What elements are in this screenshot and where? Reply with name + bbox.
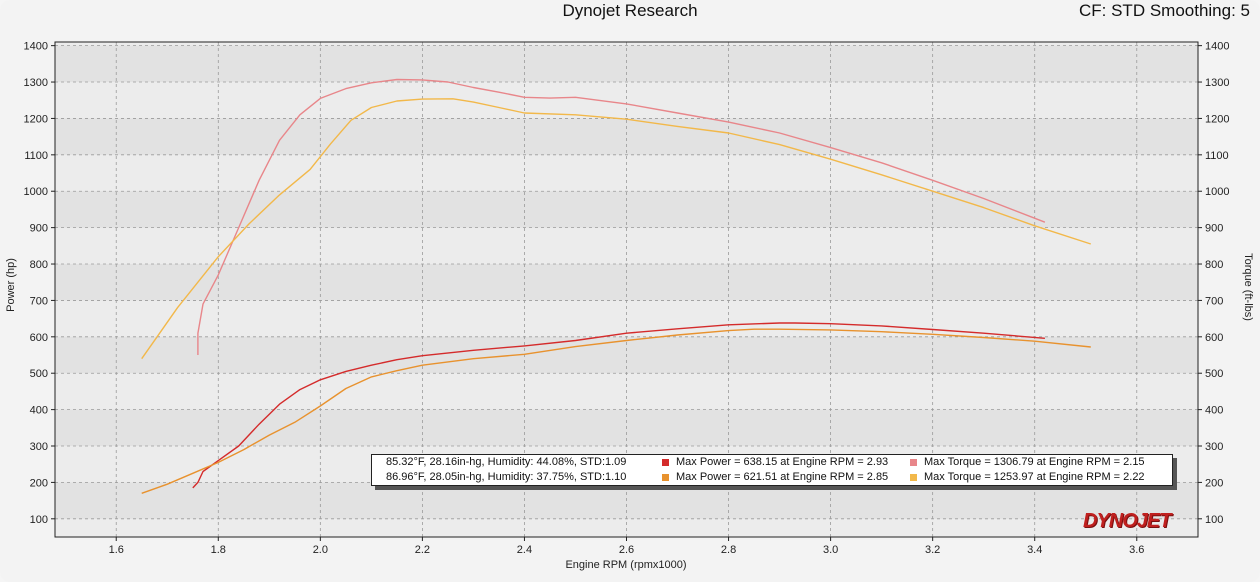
series-line-run2_power (141, 328, 1091, 494)
legend-max-torque-run1: Max Torque = 1306.79 at Engine RPM = 2.1… (910, 455, 1145, 470)
legend-max-torque-text-run2: Max Torque = 1253.97 at Engine RPM = 2.2… (924, 471, 1145, 483)
x-tick-label: 1.8 (211, 544, 226, 556)
legend-conditions-run1: 85.32°F, 28.16in-hg, Humidity: 44.08%, S… (386, 456, 627, 468)
y-tick-label-left: 1300 (24, 77, 48, 89)
y-tick-label-right: 1200 (1205, 113, 1229, 125)
y-tick-label-right: 1400 (1205, 41, 1229, 53)
y-tick-label-right: 400 (1205, 405, 1223, 417)
legend-swatch-torque-run1 (910, 459, 917, 466)
chart-title: Dynojet Research (562, 1, 698, 20)
y-axis-title-left: Power (hp) (5, 258, 17, 312)
legend-max-power-text-run1: Max Power = 638.15 at Engine RPM = 2.93 (676, 456, 889, 468)
y-tick-label-left: 900 (30, 223, 48, 235)
legend-swatch-torque-run2 (910, 474, 917, 481)
x-axis-title: Engine RPM (rpmx1000) (565, 559, 686, 571)
series-line-run2_torque (141, 98, 1092, 360)
x-tick-label: 1.6 (109, 544, 124, 556)
axes: 1.6 1.8 2.0 2.2 2.4 2.6 2.8 3.0 3.2 3.4 3.6 100 100 2… (24, 41, 1230, 556)
y-tick-label-left: 200 (30, 477, 48, 489)
y-tick-label-left: 800 (30, 259, 48, 271)
y-tick-label-right: 900 (1205, 223, 1223, 235)
y-tick-label-left: 500 (30, 368, 48, 380)
legend-swatch-power-run1 (662, 459, 669, 466)
correction-smoothing-label: CF: STD Smoothing: 5 (1078, 1, 1250, 20)
y-tick-label-right: 100 (1205, 514, 1223, 526)
chart-legend: 85.32°F, 28.16in-hg, Humidity: 44.08%, S… (371, 454, 1173, 486)
x-tick-label: 2.8 (721, 544, 736, 556)
legend-conditions-run2: 86.96°F, 28.05in-hg, Humidity: 37.75%, S… (386, 471, 627, 483)
y-tick-label-right: 600 (1205, 332, 1223, 344)
x-tick-label: 3.6 (1129, 544, 1144, 556)
y-tick-label-left: 1100 (24, 150, 48, 162)
y-tick-label-right: 300 (1205, 441, 1223, 453)
x-tick-label: 3.4 (1027, 544, 1042, 556)
y-tick-label-left: 700 (30, 295, 48, 307)
legend-max-power-run2: Max Power = 621.51 at Engine RPM = 2.85 (662, 470, 888, 485)
y-tick-label-left: 400 (30, 405, 48, 417)
y-tick-label-right: 700 (1205, 295, 1223, 307)
y-tick-label-right: 200 (1205, 477, 1223, 489)
grid-lines (55, 42, 1198, 537)
plot-band (55, 45, 1198, 83)
y-tick-label-left: 1200 (24, 113, 48, 125)
y-tick-label-right: 1100 (1205, 150, 1229, 162)
y-tick-label-right: 1000 (1205, 186, 1229, 198)
series-layer (141, 78, 1092, 494)
legend-swatch-power-run2 (662, 474, 669, 481)
y-tick-label-right: 800 (1205, 259, 1223, 271)
y-tick-label-left: 100 (30, 514, 48, 526)
y-tick-label-left: 300 (30, 441, 48, 453)
x-tick-label: 2.4 (517, 544, 532, 556)
x-tick-label: 3.2 (925, 544, 940, 556)
y-axis-title-right: Torque (ft-lbs) (1242, 253, 1254, 321)
y-tick-label-left: 1000 (24, 186, 48, 198)
legend-max-power-run1: Max Power = 638.15 at Engine RPM = 2.93 (662, 455, 888, 470)
dynojet-logo: DYNOJET (1083, 510, 1171, 532)
x-tick-label: 3.0 (823, 544, 838, 556)
y-tick-label-right: 1300 (1205, 77, 1229, 89)
legend-max-torque-run2: Max Torque = 1253.97 at Engine RPM = 2.2… (910, 470, 1145, 485)
plot-band (55, 191, 1198, 228)
y-tick-label-left: 600 (30, 332, 48, 344)
y-tick-label-right: 500 (1205, 368, 1223, 380)
legend-max-power-text-run2: Max Power = 621.51 at Engine RPM = 2.85 (676, 471, 889, 483)
legend-max-torque-text-run1: Max Torque = 1306.79 at Engine RPM = 2.1… (924, 456, 1145, 468)
x-tick-label: 2.6 (619, 544, 634, 556)
legend-row-run2: 86.96°F, 28.05in-hg, Humidity: 37.75%, S… (372, 470, 1172, 485)
x-tick-label: 2.0 (313, 544, 328, 556)
y-tick-label-left: 1400 (24, 41, 48, 53)
series-line-run1_power (192, 322, 1045, 489)
plot-band (55, 118, 1198, 155)
x-tick-label: 2.2 (415, 544, 430, 556)
series-line-run1_torque (197, 78, 1046, 355)
legend-row-run1: 85.32°F, 28.16in-hg, Humidity: 44.08%, S… (372, 455, 1172, 470)
